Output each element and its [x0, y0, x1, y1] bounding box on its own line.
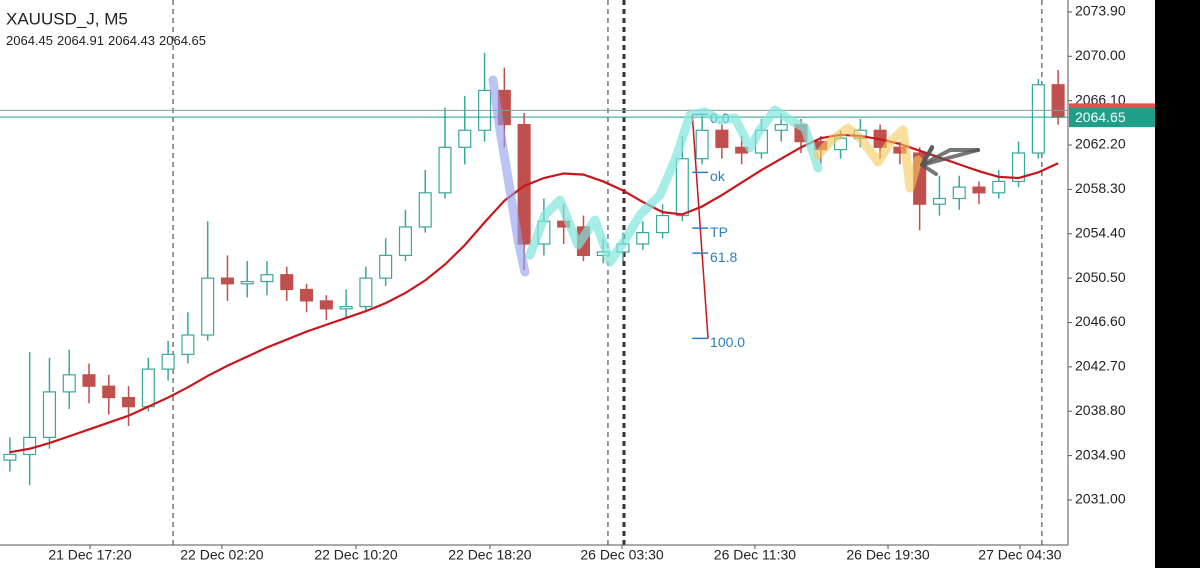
candle-body [3, 453, 17, 461]
candle-body [695, 129, 709, 160]
fib-label: ok [710, 168, 726, 184]
candle-body [102, 385, 116, 399]
y-tick-label: 2054.40 [1075, 224, 1126, 240]
device-border [1155, 0, 1200, 568]
y-tick-label: 2070.00 [1075, 47, 1126, 63]
candle-body [379, 254, 393, 279]
candle-body [398, 226, 412, 256]
candle-body [636, 232, 650, 245]
x-tick-label: 26 Dec 19:30 [846, 547, 929, 563]
y-tick-label: 2062.20 [1075, 136, 1126, 152]
candle-body [932, 197, 946, 205]
y-tick-label: 2031.00 [1075, 491, 1126, 507]
candle-body [774, 123, 788, 131]
annotations [488, 75, 980, 277]
candle-body [141, 368, 155, 408]
ohlc-value: 2064.91 [57, 33, 104, 48]
fib-trendline [691, 114, 709, 339]
x-tick-label: 22 Dec 10:20 [314, 547, 397, 563]
moving-average [9, 133, 1059, 454]
highlight-stroke [488, 75, 530, 277]
highlight-stroke [813, 123, 923, 193]
x-tick-label: 21 Dec 17:20 [48, 547, 131, 563]
fib-label: 61.8 [710, 249, 737, 265]
last-price-label: 2064.65 [1075, 109, 1126, 125]
y-tick-label: 2058.30 [1075, 180, 1126, 196]
candle-body [42, 391, 56, 438]
candle-body [656, 214, 670, 234]
y-tick-label: 2042.70 [1075, 358, 1126, 374]
candle-body [161, 353, 175, 370]
candle-body [675, 158, 689, 217]
y-tick-label: 2073.90 [1075, 3, 1126, 19]
y-tick-label: 2046.60 [1075, 313, 1126, 329]
candle-body [458, 129, 472, 148]
last-price-box [1069, 108, 1155, 128]
candle-body [1012, 152, 1026, 183]
candle-body [201, 277, 215, 336]
ohlc-value: 2064.45 [6, 33, 53, 48]
candle-body [992, 180, 1006, 194]
ohlc-value: 2064.43 [108, 33, 155, 48]
fib-label: TP [710, 224, 728, 240]
candle-body [972, 186, 986, 194]
candle-body [418, 192, 432, 228]
candle-body [1031, 84, 1045, 154]
x-tick-label: 22 Dec 18:20 [448, 547, 531, 563]
ohlc-header: 2064.45 2064.91 2064.43 2064.65 [6, 33, 206, 48]
candle-body [280, 274, 294, 291]
y-tick-label: 2038.80 [1075, 402, 1126, 418]
x-tick-label: 22 Dec 02:20 [180, 547, 263, 563]
x-tick-label: 26 Dec 11:30 [714, 547, 796, 563]
candle-body [300, 288, 314, 302]
candle-body [1051, 84, 1065, 118]
candle-body [438, 146, 452, 194]
x-tick-label: 26 Dec 03:30 [580, 547, 663, 563]
candle-body [260, 274, 274, 283]
y-tick-label: 2050.50 [1075, 269, 1126, 285]
arrow [920, 145, 980, 176]
y-tick-label: 2034.90 [1075, 446, 1126, 462]
candle-body [359, 277, 373, 308]
candle-body [715, 129, 729, 148]
chart-title: XAUUSD_J, M5 [6, 9, 128, 28]
candle-body [952, 186, 966, 200]
x-tick-label: 27 Dec 04:30 [978, 547, 1061, 563]
highlight-stroke [525, 105, 823, 267]
candle-body [23, 436, 37, 456]
fib-label: 100.0 [710, 334, 745, 350]
candle-body [220, 277, 234, 285]
candle-body [82, 374, 96, 387]
candle-body [240, 280, 254, 285]
candle-body [62, 374, 76, 393]
candle-body [122, 396, 136, 408]
candle-body [181, 334, 195, 355]
ohlc-value: 2064.65 [159, 33, 206, 48]
candle-body [319, 300, 333, 310]
candle-body [339, 305, 353, 310]
